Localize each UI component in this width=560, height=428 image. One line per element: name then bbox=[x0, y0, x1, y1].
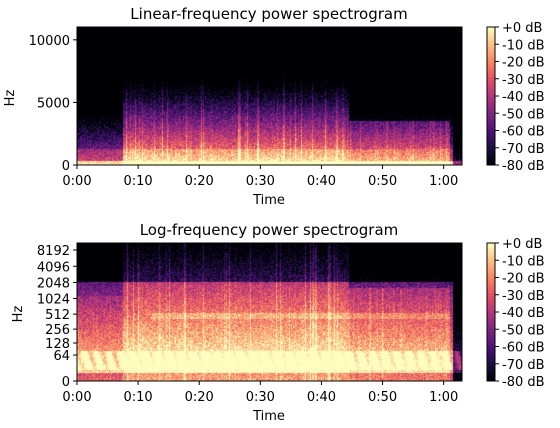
linear-plot-frame bbox=[76, 26, 463, 166]
x-tick-label: 0:10 bbox=[124, 174, 153, 189]
x-tick-label: 1:00 bbox=[429, 390, 458, 405]
y-tick-label: 0 bbox=[62, 159, 70, 174]
y-tick-label: 10000 bbox=[29, 34, 70, 49]
log-colorbar bbox=[486, 242, 496, 382]
x-tick-label: 0:10 bbox=[124, 390, 153, 405]
x-tick-label: 0:00 bbox=[62, 390, 91, 405]
y-tick-label: 5000 bbox=[37, 96, 70, 111]
x-tick-label: 0:40 bbox=[307, 390, 336, 405]
colorbar-tick-label: -70 dB bbox=[502, 358, 545, 373]
colorbar-tick-label: -60 dB bbox=[502, 341, 545, 356]
y-tick-label: 2048 bbox=[37, 276, 70, 291]
log-y-axis-label: Hz bbox=[11, 306, 26, 323]
x-tick-label: 0:30 bbox=[246, 390, 275, 405]
x-tick-label: 0:50 bbox=[368, 390, 397, 405]
colorbar-tick-label: -40 dB bbox=[502, 90, 545, 105]
log-x-axis-label: Time bbox=[252, 409, 285, 424]
x-tick-label: 0:20 bbox=[185, 390, 214, 405]
colorbar-tick-label: +0 dB bbox=[502, 21, 542, 36]
y-tick-label: 8192 bbox=[37, 244, 70, 259]
colorbar-tick-label: -70 dB bbox=[502, 142, 545, 157]
colorbar-tick-label: -30 dB bbox=[502, 289, 545, 304]
x-tick-label: 0:20 bbox=[185, 174, 214, 189]
y-tick-label: 256 bbox=[45, 323, 70, 338]
y-tick-label: 128 bbox=[45, 337, 70, 352]
log-chart-title: Log-frequency power spectrogram bbox=[140, 221, 399, 239]
colorbar-tick-label: -30 dB bbox=[502, 73, 545, 88]
colorbar-tick-label: -50 dB bbox=[502, 107, 545, 122]
colorbar-tick-label: -80 dB bbox=[502, 159, 545, 174]
colorbar-tick-label: +0 dB bbox=[502, 237, 542, 252]
linear-y-ticks: 0 5000 10000 bbox=[29, 34, 77, 174]
colorbar-tick-label: -10 dB bbox=[502, 38, 545, 53]
colorbar-tick-label: -40 dB bbox=[502, 306, 545, 321]
x-tick-label: 0:30 bbox=[246, 174, 275, 189]
linear-spectrogram-panel: Linear-frequency power spectrogram 0:00 0… bbox=[3, 5, 545, 208]
x-tick-label: 0:40 bbox=[307, 174, 336, 189]
log-spectrogram-image bbox=[77, 243, 462, 381]
y-tick-label: 4096 bbox=[37, 260, 70, 275]
colorbar-tick-label: -10 dB bbox=[502, 254, 545, 269]
colorbar-tick-label: -80 dB bbox=[502, 375, 545, 390]
log-plot-frame bbox=[76, 242, 463, 382]
log-colorbar-ticks: +0 dB -10 dB -20 dB -30 dB -40 dB -50 dB -60 d… bbox=[495, 237, 545, 390]
log-spectrogram-panel: Log-frequency power spectrogram 0:00 0:10… bbox=[11, 221, 545, 424]
y-tick-label: 1024 bbox=[37, 292, 70, 307]
x-tick-label: 0:50 bbox=[368, 174, 397, 189]
y-tick-label: 64 bbox=[53, 349, 70, 364]
linear-x-ticks: 0:00 0:10 0:20 0:30 0:40 0:50 1:00 bbox=[62, 165, 458, 189]
colorbar-tick-label: -20 dB bbox=[502, 272, 545, 287]
x-tick-label: 1:00 bbox=[429, 174, 458, 189]
linear-x-axis-label: Time bbox=[252, 193, 285, 208]
log-x-ticks: 0:00 0:10 0:20 0:30 0:40 0:50 1:00 bbox=[62, 381, 458, 405]
colorbar-tick-label: -20 dB bbox=[502, 56, 545, 71]
linear-colorbar-ticks: +0 dB -10 dB -20 dB -30 dB -40 dB -50 dB -60 d… bbox=[495, 21, 545, 174]
linear-y-axis-label: Hz bbox=[3, 90, 18, 107]
linear-spectrogram-image bbox=[77, 27, 462, 165]
linear-chart-title: Linear-frequency power spectrogram bbox=[130, 5, 407, 23]
colorbar-tick-label: -60 dB bbox=[502, 125, 545, 140]
colorbar-tick-label: -50 dB bbox=[502, 323, 545, 338]
y-tick-label: 512 bbox=[45, 308, 70, 323]
x-tick-label: 0:00 bbox=[62, 174, 91, 189]
linear-colorbar bbox=[486, 26, 496, 166]
y-tick-label: 0 bbox=[62, 375, 70, 390]
